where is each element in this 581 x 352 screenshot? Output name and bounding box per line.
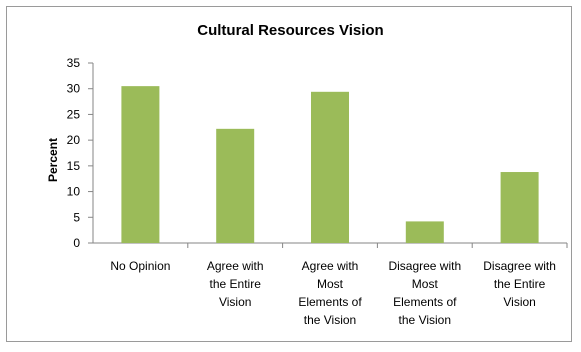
x-tick-label: No Opinion	[110, 259, 170, 273]
bar	[500, 172, 539, 243]
bar	[405, 221, 444, 243]
x-tick-label: Agree with Most Elements of the Vision	[298, 259, 362, 327]
bar	[216, 128, 255, 243]
y-tick-label: 5	[73, 210, 80, 224]
y-tick-label: 20	[67, 133, 81, 147]
y-tick-label: 30	[67, 82, 81, 96]
bar	[311, 91, 349, 243]
x-tick-label: Disagree with the Entire Vision	[483, 259, 556, 309]
chart-title: Cultural Resources Vision	[197, 22, 384, 39]
y-tick-label: 25	[67, 107, 81, 121]
x-tick-label: Disagree with Most Elements of the Vision	[388, 259, 461, 327]
x-tick-label: Agree with the Entire Vision	[207, 259, 264, 309]
y-tick-label: 0	[73, 236, 80, 250]
bar	[121, 86, 160, 244]
y-tick-label: 10	[67, 185, 81, 199]
y-tick-label: 35	[67, 56, 81, 70]
y-tick-label: 15	[67, 159, 81, 173]
chart-frame	[6, 6, 572, 342]
